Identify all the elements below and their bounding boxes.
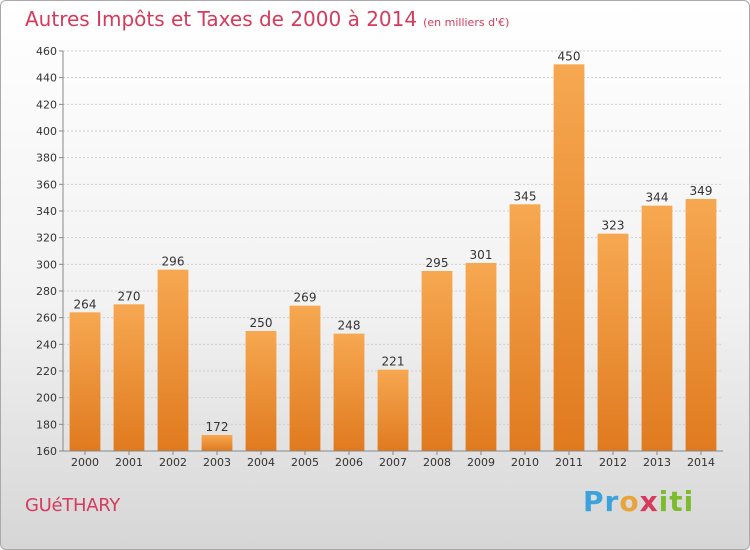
bar-value-label: 248 [338, 319, 361, 333]
x-tick-label: 2013 [643, 456, 671, 469]
x-tick-label: 2012 [599, 456, 627, 469]
bar [421, 271, 453, 451]
y-tick-label: 280 [36, 285, 57, 298]
logo-letter: r [604, 485, 620, 518]
x-tick-label: 2002 [159, 456, 187, 469]
bar-value-label: 349 [690, 184, 713, 198]
y-tick-label: 160 [36, 445, 57, 458]
y-tick-label: 440 [36, 72, 57, 85]
bar-value-label: 264 [74, 297, 97, 311]
x-tick-label: 2004 [247, 456, 275, 469]
x-tick-label: 2006 [335, 456, 363, 469]
x-tick-label: 2007 [379, 456, 407, 469]
bar-value-label: 323 [602, 219, 625, 233]
bar-value-label: 296 [162, 255, 185, 269]
bar [509, 204, 541, 451]
bar [377, 369, 409, 451]
bar [69, 312, 101, 451]
y-tick-label: 240 [36, 338, 57, 351]
y-tick-label: 340 [36, 205, 57, 218]
bar-value-label: 221 [382, 355, 405, 369]
x-tick-label: 2003 [203, 456, 231, 469]
x-tick-label: 2014 [687, 456, 715, 469]
y-tick-label: 180 [36, 418, 57, 431]
bars [69, 64, 717, 452]
y-tick-label: 460 [36, 45, 57, 58]
bar [597, 233, 629, 451]
y-tick-label: 300 [36, 258, 57, 271]
y-tick-label: 260 [36, 312, 57, 325]
x-tick-label: 2008 [423, 456, 451, 469]
proxiti-logo: Proxiti [583, 485, 694, 518]
y-tick-label: 420 [36, 98, 57, 111]
chart-title-main: Autres Impôts et Taxes de 2000 à 2014 [25, 7, 418, 31]
x-tick-label: 2001 [115, 456, 143, 469]
chart-subtitle: (en milliers d'€) [423, 16, 510, 29]
logo-letter: P [583, 485, 605, 518]
axes [59, 50, 723, 455]
bar-value-label: 301 [470, 248, 493, 262]
y-tick-label: 360 [36, 178, 57, 191]
bar [201, 435, 233, 451]
logo-letter: x [639, 485, 659, 518]
bar-value-label: 345 [514, 189, 537, 203]
bar-value-label: 450 [558, 49, 581, 63]
x-tick-label: 2000 [71, 456, 99, 469]
bar [685, 199, 717, 451]
x-tick-label: 2009 [467, 456, 495, 469]
city-name: GUéTHARY [25, 495, 120, 516]
logo-letter: i [683, 485, 695, 518]
bar [641, 205, 673, 451]
bar-value-label: 172 [206, 420, 229, 434]
x-tick-label: 2005 [291, 456, 319, 469]
chart-title: Autres Impôts et Taxes de 2000 à 2014 (en… [25, 7, 509, 31]
bar-value-label: 270 [118, 289, 141, 303]
y-tick-label: 320 [36, 232, 57, 245]
bar [333, 333, 365, 451]
logo-letter: t [669, 485, 684, 518]
y-tick-label: 220 [36, 365, 57, 378]
bar [245, 331, 277, 451]
y-tick-label: 400 [36, 125, 57, 138]
bar [289, 305, 321, 451]
bar [465, 263, 497, 451]
bar [553, 64, 585, 452]
labels: 160 180 200 220 240 260 280 300 320 340 360 380 400 4… [36, 45, 715, 469]
x-tick-label: 2010 [511, 456, 539, 469]
bar-value-label: 250 [250, 316, 273, 330]
x-tick-label: 2011 [555, 456, 583, 469]
y-tick-label: 380 [36, 152, 57, 165]
bar-value-label: 269 [294, 291, 317, 305]
bar [113, 304, 145, 451]
logo-letter: i [658, 485, 670, 518]
bar-value-label: 344 [646, 191, 669, 205]
bar-value-label: 295 [426, 256, 449, 270]
y-tick-label: 200 [36, 392, 57, 405]
logo-letter: o [619, 485, 640, 518]
bar [157, 269, 189, 451]
